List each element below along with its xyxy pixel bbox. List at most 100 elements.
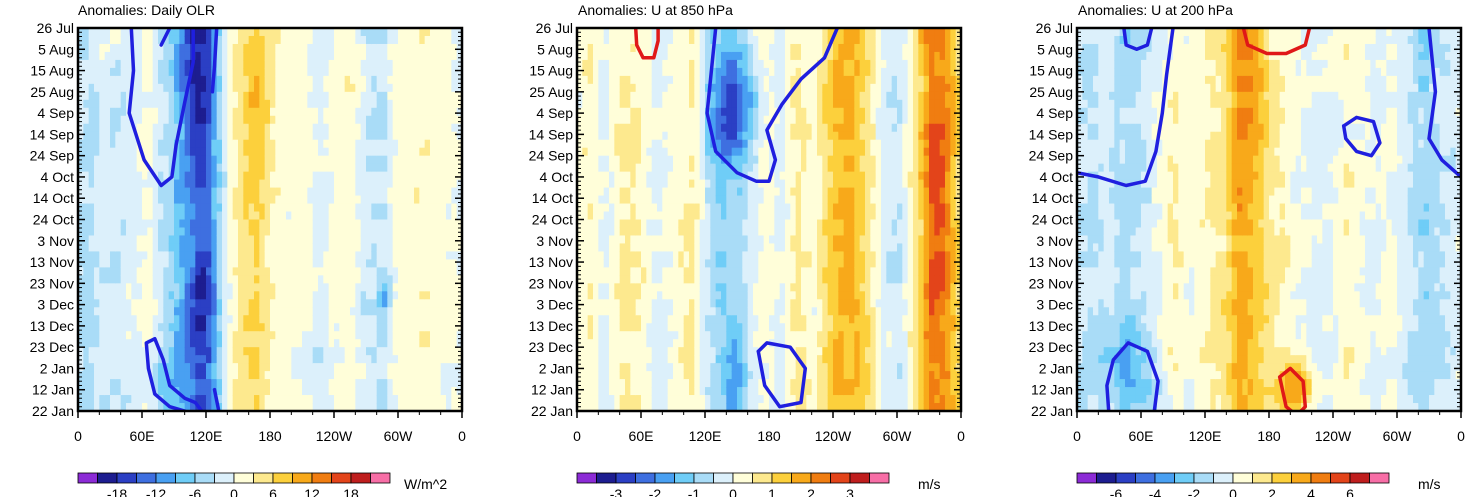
heatmap-cell xyxy=(598,28,605,37)
heatmap-cell xyxy=(344,379,351,388)
heatmap-cell xyxy=(195,99,202,109)
heatmap-cell xyxy=(174,267,180,276)
heatmap-cell xyxy=(334,123,340,133)
heatmap-cell xyxy=(259,163,266,173)
heatmap-cell xyxy=(419,371,426,380)
heatmap-cell xyxy=(302,123,308,133)
heatmap-cell xyxy=(641,187,647,197)
heatmap-cell xyxy=(440,107,447,117)
heatmap-cell xyxy=(312,291,319,300)
heatmap-cell xyxy=(222,387,228,396)
heatmap-cell xyxy=(126,171,132,181)
heatmap-cell xyxy=(350,75,356,85)
heatmap-cell xyxy=(339,219,346,229)
heatmap-cell xyxy=(136,251,143,260)
heatmap-cell xyxy=(593,331,599,340)
heatmap-cell xyxy=(302,347,308,356)
heatmap-cell xyxy=(184,379,191,388)
heatmap-cell xyxy=(163,259,170,268)
heatmap-cell xyxy=(195,131,202,141)
heatmap-cell xyxy=(646,139,653,149)
heatmap-cell xyxy=(667,387,674,396)
heatmap-cell xyxy=(339,307,346,316)
heatmap-cell xyxy=(158,67,164,77)
heatmap-cell xyxy=(328,28,335,37)
heatmap-cell xyxy=(710,195,717,205)
heatmap-cell xyxy=(206,67,212,77)
heatmap-cell xyxy=(110,211,116,221)
heatmap-cell xyxy=(456,339,462,348)
heatmap-cell xyxy=(435,195,442,205)
heatmap-cell xyxy=(587,355,594,364)
heatmap-cell xyxy=(598,355,605,364)
heatmap-cell xyxy=(651,347,658,356)
heatmap-cell xyxy=(710,235,717,245)
heatmap-cell xyxy=(440,387,447,396)
heatmap-cell xyxy=(286,235,292,245)
heatmap-cell xyxy=(227,323,234,332)
heatmap-cell xyxy=(126,227,132,237)
heatmap-cell xyxy=(115,259,122,268)
heatmap-cell xyxy=(142,251,148,260)
heatmap-cell xyxy=(104,123,111,133)
heatmap-cell xyxy=(598,147,605,157)
heatmap-cell xyxy=(387,387,394,396)
heatmap-cell xyxy=(307,395,314,404)
heatmap-cell xyxy=(582,107,589,117)
heatmap-cell xyxy=(419,43,426,53)
heatmap-cell xyxy=(657,99,663,109)
heatmap-cell xyxy=(360,147,367,157)
heatmap-cell xyxy=(603,243,610,253)
heatmap-cell xyxy=(360,187,367,197)
heatmap-cell xyxy=(609,203,615,213)
heatmap-cell xyxy=(99,195,106,205)
heatmap-cell xyxy=(254,291,260,300)
heatmap-cell xyxy=(296,163,303,173)
heatmap-cell xyxy=(307,371,314,380)
heatmap-cell xyxy=(619,259,626,268)
heatmap-cell xyxy=(667,331,674,340)
heatmap-cell xyxy=(168,187,175,197)
heatmap-cell xyxy=(440,147,447,157)
heatmap-cell xyxy=(126,179,132,189)
heatmap-cell xyxy=(120,123,127,133)
heatmap-cell xyxy=(435,259,442,268)
heatmap-cell xyxy=(312,99,319,109)
heatmap-cell xyxy=(662,155,669,165)
heatmap-cell xyxy=(630,323,637,332)
heatmap-cell xyxy=(662,123,669,133)
heatmap-cell xyxy=(259,195,266,205)
heatmap-cell xyxy=(238,387,244,396)
heatmap-cell xyxy=(403,323,410,332)
heatmap-cell xyxy=(334,363,340,372)
heatmap-cell xyxy=(195,259,202,268)
heatmap-cell xyxy=(195,227,202,237)
heatmap-cell xyxy=(609,275,615,284)
heatmap-cell xyxy=(147,28,154,37)
heatmap-cell xyxy=(371,259,378,268)
heatmap-cell xyxy=(435,299,442,308)
heatmap-cell xyxy=(142,363,148,372)
heatmap-cell xyxy=(603,171,610,181)
heatmap-cell xyxy=(339,275,346,284)
heatmap-cell xyxy=(152,43,159,53)
heatmap-cell xyxy=(302,355,308,364)
heatmap-cell xyxy=(232,163,239,173)
heatmap-cell xyxy=(163,123,170,133)
heatmap-cell xyxy=(646,387,653,396)
heatmap-cell xyxy=(419,147,426,157)
heatmap-cell xyxy=(232,235,239,245)
heatmap-cell xyxy=(307,75,314,85)
heatmap-cell xyxy=(419,171,426,181)
heatmap-cell xyxy=(339,251,346,260)
heatmap-cell xyxy=(211,91,218,101)
heatmap-cell xyxy=(254,203,260,213)
heatmap-cell xyxy=(705,187,711,197)
heatmap-cell xyxy=(376,363,383,372)
heatmap-cell xyxy=(163,147,170,157)
heatmap-cell xyxy=(280,99,287,109)
heatmap-cell xyxy=(619,323,626,332)
heatmap-cell xyxy=(190,195,196,205)
heatmap-cell xyxy=(152,35,159,45)
heatmap-cell xyxy=(227,251,234,260)
